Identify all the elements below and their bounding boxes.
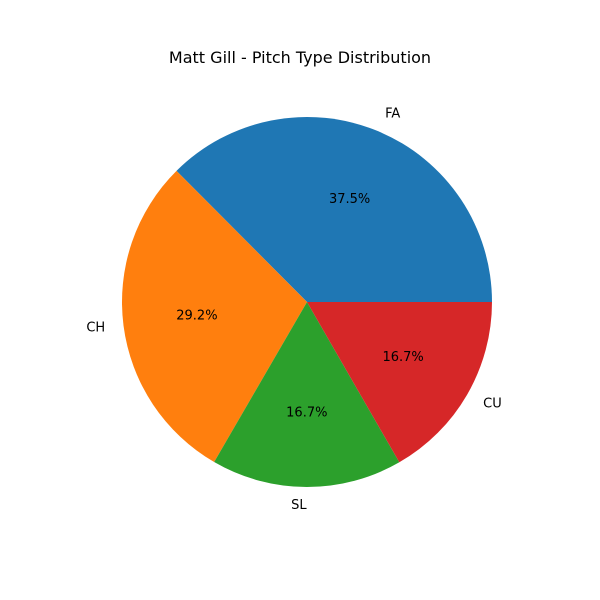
pie-percent-label-fa: 37.5% [329,192,370,207]
pie-percent-label-ch: 29.2% [176,309,217,324]
pie-percent-label-cu: 16.7% [382,350,423,365]
pie-category-labels: FA CH SL CU [86,107,501,513]
pie-category-label-fa: FA [385,107,400,122]
pie-slice-sl [214,302,400,487]
pie-category-label-cu: CU [483,396,502,411]
pie-category-label-ch: CH [86,321,105,336]
pie-category-label-sl: SL [291,498,307,513]
pie-slices [121,116,492,487]
pie-percent-label-sl: 16.7% [286,405,327,420]
pie-slice-cu [307,302,492,463]
pie-slice-ch [121,170,308,463]
chart-title: Matt Gill - Pitch Type Distribution [168,48,432,67]
pie-percent-labels: 37.5% 29.2% 16.7% 16.7% [176,192,423,421]
pie-slice-fa [176,116,492,303]
